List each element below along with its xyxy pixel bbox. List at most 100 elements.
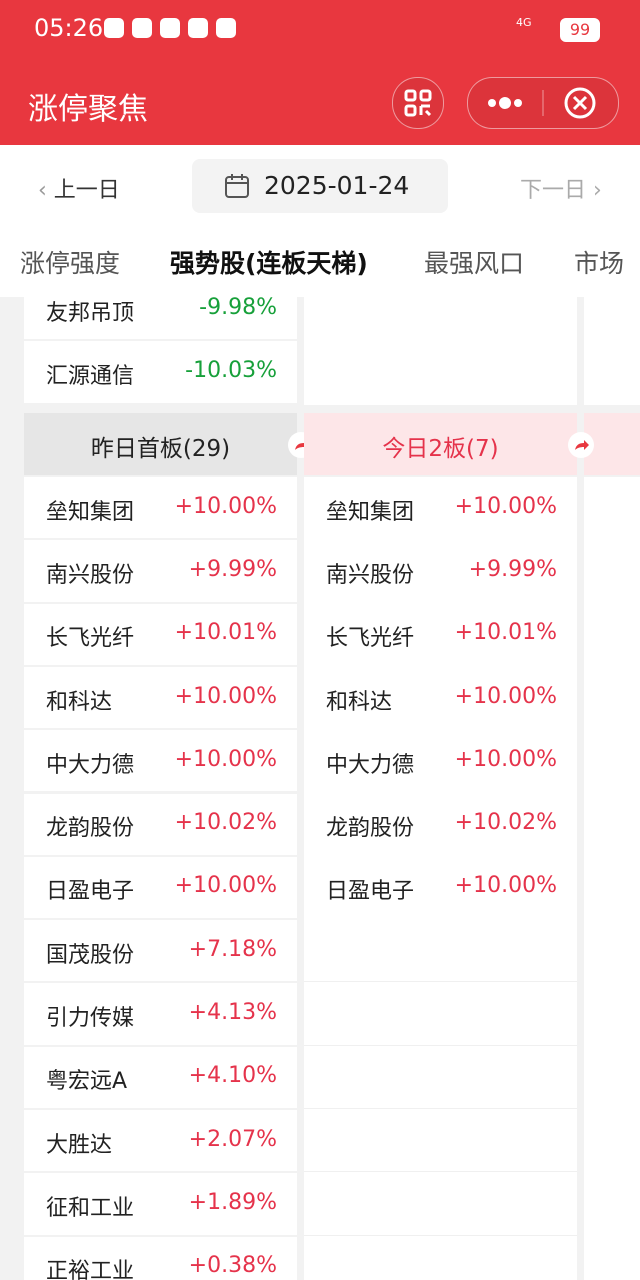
stock-change: +4.13% <box>188 1000 277 1026</box>
network: 4G <box>516 16 532 29</box>
stock-row: 和科达 +10.00% <box>304 666 577 729</box>
column-header-text: 今日2板(7) <box>382 436 499 462</box>
stock-change: +9.99% <box>188 556 277 582</box>
stock-change: +10.00% <box>454 493 557 519</box>
stock-name: 垒知集团 <box>46 499 135 525</box>
stock-name: 日盈电子 <box>46 879 135 905</box>
status-icon <box>104 18 124 38</box>
tab[interactable]: 强势股(连板天梯) <box>170 249 368 278</box>
stock-change: +10.00% <box>454 746 557 772</box>
stock-name: 中大力德 <box>326 752 415 778</box>
stock-row: 龙韵股份 +10.02% <box>24 793 297 855</box>
stock-name: 和科达 <box>46 689 113 715</box>
empty-column <box>304 277 577 405</box>
stock-row: 引力传媒 +4.13% <box>24 983 297 1045</box>
status-icon <box>132 18 152 38</box>
stock-row: 汇源通信 -10.03% <box>24 341 297 403</box>
stock-change: -10.03% <box>185 357 277 383</box>
stock-row: 征和工业 +1.89% <box>24 1173 297 1235</box>
status-icon <box>188 18 208 38</box>
empty-row <box>304 981 577 983</box>
next-arrow <box>568 432 594 458</box>
empty-row <box>304 1044 577 1046</box>
stock-name: 和科达 <box>326 689 393 715</box>
stock-name: 南兴股份 <box>326 562 415 588</box>
stock-name: 大胜达 <box>46 1132 113 1158</box>
empty-column <box>584 277 640 405</box>
stock-change: +10.01% <box>174 620 277 646</box>
stock-row: 和科达 +10.00% <box>24 666 297 729</box>
stock-row: 垒知集团 +10.00% <box>24 477 297 539</box>
calendar-icon <box>225 174 249 198</box>
stock-change: +10.00% <box>454 873 557 899</box>
stock-row: 长飞光纤 +10.01% <box>304 603 577 665</box>
column-header: 昨日首板(29) <box>24 413 297 475</box>
stock-row: 南兴股份 +9.99% <box>24 540 297 602</box>
capsule <box>467 77 619 129</box>
app-title: 涨停聚焦 <box>28 92 148 127</box>
tab[interactable]: 最强风口 <box>424 249 525 278</box>
stock-name: 南兴股份 <box>46 562 135 588</box>
stock-row: 垒知集团 +10.00% <box>304 477 577 539</box>
battery: 99 <box>560 18 600 42</box>
stock-name: 引力传媒 <box>46 1006 135 1032</box>
prev-label: 上一日 <box>53 178 120 203</box>
stock-name: 粤宏远A <box>46 1069 128 1095</box>
prev-day[interactable]: ‹ 上一日 <box>38 178 120 203</box>
stock-name: 正裕工业 <box>46 1259 135 1280</box>
stock-change: -9.98% <box>199 294 277 320</box>
scan-icon <box>404 89 432 117</box>
stock-row: 友邦吊顶 -9.98% <box>24 278 297 340</box>
stock-change: +7.18% <box>188 936 277 962</box>
stock-change: +10.02% <box>454 810 557 836</box>
scan-button[interactable] <box>392 77 444 129</box>
stock-change: +10.00% <box>174 683 277 709</box>
stock-name: 征和工业 <box>46 1195 135 1221</box>
stock-row: 龙韵股份 +10.02% <box>304 793 577 855</box>
stock-change: +10.00% <box>174 746 277 772</box>
empty-row <box>304 1108 577 1109</box>
stock-change: +2.07% <box>188 1126 277 1152</box>
stock-name: 汇源通信 <box>46 363 135 389</box>
stock-row: 粤宏远A +4.10% <box>24 1046 297 1108</box>
next-day[interactable]: 下一日 › <box>520 178 602 203</box>
stock-change: +10.00% <box>454 683 557 709</box>
stock-change: +10.01% <box>454 620 557 646</box>
empty-row <box>304 1234 577 1236</box>
stock-row: 日盈电子 +10.00% <box>24 856 297 919</box>
clock: 05:26 <box>34 14 104 42</box>
stock-change: +4.10% <box>188 1063 277 1089</box>
stock-row: 大胜达 +2.07% <box>24 1110 297 1172</box>
stock-change: +9.99% <box>468 556 557 582</box>
column-bg <box>584 477 640 1280</box>
next-label: 下一日 <box>520 178 587 203</box>
tab[interactable]: 市场 <box>574 249 625 278</box>
status-icon <box>160 18 180 38</box>
column-header: 今日2板(7) <box>304 413 577 475</box>
stock-row: 中大力德 +10.00% <box>304 730 577 792</box>
empty-row <box>304 1171 577 1173</box>
stock-name: 垒知集团 <box>326 499 415 525</box>
stock-change: +1.89% <box>188 1189 277 1215</box>
arrow-icon <box>575 440 589 450</box>
stock-row: 日盈电子 +10.00% <box>304 856 577 919</box>
stock-name: 中大力德 <box>46 752 135 778</box>
stock-name: 友邦吊顶 <box>46 300 135 326</box>
stock-name: 长飞光纤 <box>326 626 415 652</box>
stock-change: +0.38% <box>188 1253 277 1279</box>
status-icon <box>216 18 236 38</box>
stock-name: 龙韵股份 <box>326 816 415 842</box>
stock-row: 中大力德 +10.00% <box>24 730 297 792</box>
column-header-text: 昨日首板(29) <box>90 436 231 462</box>
tab[interactable]: 涨停强度 <box>20 249 121 278</box>
stock-row: 国茂股份 +7.18% <box>24 920 297 982</box>
stock-name: 龙韵股份 <box>46 816 135 842</box>
capsule-icons[interactable] <box>468 78 618 128</box>
stock-name: 日盈电子 <box>326 879 415 905</box>
date: 2025-01-24 <box>264 171 410 200</box>
stock-change: +10.00% <box>174 873 277 899</box>
stock-name: 国茂股份 <box>46 942 135 968</box>
date-picker[interactable]: 2025-01-24 <box>192 159 448 213</box>
stock-name: 长飞光纤 <box>46 626 135 652</box>
